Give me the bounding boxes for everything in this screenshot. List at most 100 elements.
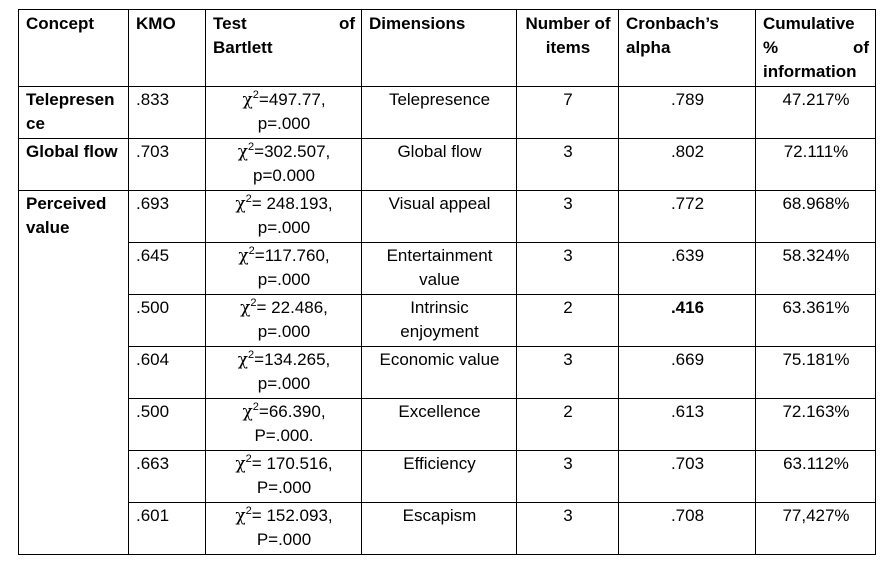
table-row: Perceived value .693 χ2= 248.193, p=.000…	[18, 190, 876, 555]
chi-value: =134.265,	[254, 350, 331, 369]
chi-value: =117.760,	[254, 246, 330, 265]
concept-telepresence: Telepresence	[18, 86, 129, 139]
kmo-cell: .833	[128, 86, 206, 139]
cumulative-cell: 63.112%	[755, 450, 876, 503]
chi-symbol: χ	[235, 506, 246, 526]
chi-value: = 170.516,	[251, 454, 333, 473]
cumulative-cell: 47.217%	[755, 86, 876, 139]
chi-superscript: 2	[250, 297, 257, 309]
cumulative-cell: 72.163%	[755, 398, 876, 451]
items-cell: 3	[516, 242, 619, 295]
cumulative-cell: 72.111%	[755, 138, 876, 191]
header-cumulative: Cumulative % of information	[755, 9, 876, 87]
alpha-cell: .708	[618, 502, 756, 555]
items-cell: 2	[516, 294, 619, 347]
cumulative-cell: 68.968%	[755, 190, 876, 243]
alpha-cell: .703	[618, 450, 756, 503]
chi-superscript: 2	[252, 89, 259, 101]
chi-superscript: 2	[245, 505, 252, 517]
p-value: p=.000	[257, 114, 311, 133]
header-bartlett-line1: Test of	[213, 14, 355, 33]
table-row: .645 χ2=117.760, p=.000 Entertainment va…	[19, 242, 876, 295]
table-row: .500 χ2= 22.486, p=.000 Intrinsic enjoym…	[19, 294, 876, 347]
alpha-cell: .669	[618, 346, 756, 399]
kmo-cell: .703	[128, 138, 206, 191]
chi-value: =497.77,	[258, 90, 326, 109]
header-bartlett: Test of Bartlett	[205, 9, 362, 87]
bartlett-cell: χ2= 248.193, p=.000	[205, 190, 362, 243]
chi-symbol: χ	[242, 402, 253, 422]
header-items: Number of items	[516, 9, 619, 87]
header-alpha: Cronbach’s alpha	[618, 9, 756, 87]
table-row: Global flow .703 χ2=302.507, p=0.000 Glo…	[18, 138, 876, 191]
p-value: p=0.000	[253, 166, 315, 185]
dimension-cell: Intrinsic enjoyment	[361, 294, 517, 347]
dimension-cell: Excellence	[361, 398, 517, 451]
chi-superscript: 2	[248, 141, 255, 153]
chi-superscript: 2	[245, 453, 252, 465]
p-value: p=.000	[257, 270, 311, 289]
bartlett-cell: χ2=497.77, p=.000	[205, 86, 362, 139]
p-value: p=.000	[257, 322, 311, 341]
chi-superscript: 2	[248, 245, 255, 257]
bartlett-cell: χ2=117.760, p=.000	[205, 242, 362, 295]
header-kmo: KMO	[128, 9, 206, 87]
alpha-cell: .789	[618, 86, 756, 139]
bartlett-cell: χ2=302.507, p=0.000	[205, 138, 362, 191]
bartlett-cell: χ2= 152.093, P=.000	[205, 502, 362, 555]
concept-global-flow: Global flow	[18, 138, 129, 191]
p-value: p=.000	[257, 374, 311, 393]
kmo-cell: .500	[128, 398, 206, 451]
bartlett-cell: χ2=134.265, p=.000	[205, 346, 362, 399]
cumulative-cell: 63.361%	[755, 294, 876, 347]
alpha-cell: .802	[618, 138, 756, 191]
items-cell: 3	[516, 138, 619, 191]
table-row: .601 χ2= 152.093, P=.000 Escapism 3 .708…	[19, 502, 876, 555]
table-row: .500 χ2=66.390, P=.000. Excellence 2 .61…	[19, 398, 876, 451]
chi-value: = 22.486,	[256, 298, 328, 317]
chi-symbol: χ	[237, 142, 249, 162]
bartlett-cell: χ2=66.390, P=.000.	[205, 398, 362, 451]
bartlett-cell: χ2= 22.486, p=.000	[205, 294, 362, 347]
header-bartlett-line2: Bartlett	[213, 38, 273, 57]
chi-symbol: χ	[235, 454, 246, 474]
table-row: Telepresence .833 χ2=497.77, p=.000 Tele…	[18, 86, 876, 139]
p-value: P=.000.	[254, 426, 314, 445]
factor-analysis-table: Concept KMO Test of Bartlett Dimensions …	[18, 9, 876, 555]
dimension-cell: Global flow	[361, 138, 517, 191]
kmo-cell: .663	[128, 450, 206, 503]
chi-symbol: χ	[235, 194, 246, 214]
alpha-cell: .772	[618, 190, 756, 243]
alpha-cell-bold: .416	[618, 294, 756, 347]
items-cell: 7	[516, 86, 619, 139]
kmo-cell: .645	[128, 242, 206, 295]
chi-superscript: 2	[245, 193, 252, 205]
chi-superscript: 2	[248, 349, 255, 361]
items-cell: 3	[516, 502, 619, 555]
p-value: p=.000	[257, 218, 311, 237]
cumulative-cell: 75.181%	[755, 346, 876, 399]
dimension-cell: Entertainment value	[361, 242, 517, 295]
chi-symbol: χ	[237, 350, 249, 370]
items-cell: 3	[516, 346, 619, 399]
cumulative-cell: 58.324%	[755, 242, 876, 295]
dimension-cell: Telepresence	[361, 86, 517, 139]
alpha-cell: .639	[618, 242, 756, 295]
concept-perceived-value: Perceived value	[18, 190, 129, 555]
kmo-cell: .601	[128, 502, 206, 555]
chi-value: = 152.093,	[251, 506, 333, 525]
chi-symbol: χ	[240, 298, 251, 318]
header-row: Concept KMO Test of Bartlett Dimensions …	[18, 9, 876, 87]
chi-value: = 248.193,	[251, 194, 333, 213]
chi-symbol: χ	[242, 90, 253, 110]
p-value: P=.000	[256, 530, 312, 549]
chi-value: =66.390,	[258, 402, 326, 421]
table-row: .604 χ2=134.265, p=.000 Economic value 3…	[19, 346, 876, 399]
alpha-cell: .613	[618, 398, 756, 451]
items-cell: 3	[516, 190, 619, 243]
kmo-cell: .500	[128, 294, 206, 347]
items-cell: 2	[516, 398, 619, 451]
dimension-cell: Visual appeal	[361, 190, 517, 243]
items-cell: 3	[516, 450, 619, 503]
dimension-cell: Economic value	[361, 346, 517, 399]
